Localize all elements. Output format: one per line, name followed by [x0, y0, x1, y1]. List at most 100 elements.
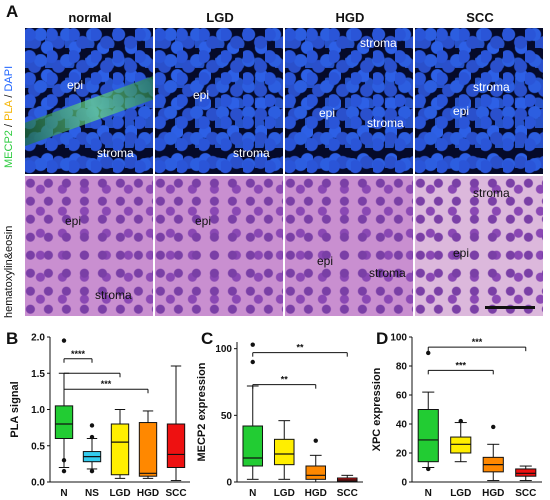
tile-label-stroma: stroma [360, 36, 397, 50]
x-tick-label-lgd: LGD [109, 488, 130, 499]
outlier-point [89, 468, 95, 474]
fluorescence-image-scc: stroma epi [415, 28, 543, 174]
y-tick-label: 100 [215, 344, 232, 355]
y-axis-label: XPC expression [371, 367, 383, 451]
box-hgd [138, 422, 158, 477]
fluorescence-image-lgd: epi stroma [155, 28, 283, 174]
y-axis-label: MECP2 expression [196, 362, 208, 461]
outlier-point [426, 350, 431, 356]
tile-label-stroma: stroma [367, 116, 404, 130]
y-tick-label: 1.0 [31, 405, 45, 416]
y-tick-label: 0.0 [31, 478, 45, 489]
y-tick-label: 20 [396, 449, 408, 460]
column-title-hgd: HGD [335, 10, 365, 25]
x-tick-label-lgd: LGD [450, 488, 471, 499]
tile-label-epi: epi [319, 106, 336, 120]
he-image-lgd: epi [155, 176, 283, 316]
x-tick-label-scc: SCC [515, 488, 536, 499]
he-image-scc: stroma epi [415, 176, 543, 316]
significance-label: ** [281, 375, 289, 385]
chart-d-xpc-expression: D XPC expression 0 20 40 60 80 100 N LGD HGD SCC ***… [371, 329, 542, 499]
tile-label-epi: epi [193, 88, 210, 102]
chart-b-pla-signal: B PLA signal 0.0 0.5 1.0 1.5 2.0 N NS LGD HGD SCC **… [6, 329, 190, 499]
significance-label: *** [472, 337, 483, 347]
panel-letter-a: A [6, 2, 19, 21]
outlier-point [250, 359, 255, 365]
outlier-point [426, 466, 431, 472]
panel-letter-c: C [201, 329, 213, 348]
box-n [242, 425, 264, 467]
tile-label-stroma: stroma [233, 146, 270, 160]
y-tick-label: 1.5 [31, 369, 45, 380]
column-title-scc: SCC [466, 10, 494, 25]
tile-label-epi: epi [453, 104, 470, 118]
outlier-point [61, 338, 67, 343]
fluorescence-image-hgd: stroma epi stroma [285, 28, 413, 174]
separator-2: / [3, 91, 15, 98]
box-lgd [273, 438, 295, 466]
box-n [417, 409, 439, 463]
x-tick-label-n: N [249, 488, 256, 499]
x-tick-label-hgd: HGD [305, 488, 327, 499]
chart-c-mecp2-expression: C MECP2 expression 0 50 100 N LGD HGD SCC ** ** [196, 329, 363, 499]
tile-label-stroma: stroma [97, 146, 134, 160]
tile-label-stroma: stroma [473, 80, 510, 94]
x-tick-label-lgd: LGD [274, 488, 295, 499]
he-image-hgd: epi stroma [285, 176, 413, 316]
significance-label: *** [455, 360, 466, 370]
y-tick-label: 40 [396, 420, 408, 431]
tile-label-epi: epi [195, 214, 212, 228]
y-tick-label: 80 [396, 362, 408, 373]
he-image-normal: epi stroma [25, 176, 153, 316]
pla-channel-label: PLA [3, 100, 15, 121]
x-tick-label-hgd: HGD [482, 488, 504, 499]
significance-label: *** [101, 379, 112, 389]
x-tick-label-hgd: HGD [137, 488, 159, 499]
outlier-point [458, 418, 463, 424]
mecp2-channel-label: MECP2 [3, 130, 15, 168]
x-tick-label-scc: SCC [337, 488, 358, 499]
tile-label-epi: epi [317, 254, 334, 268]
he-stain-label: hematoxylin&eosin [3, 225, 15, 318]
column-title-normal: normal [68, 10, 112, 25]
y-tick-label: 0 [401, 478, 407, 489]
x-tick-label-ns: NS [85, 488, 99, 499]
basal-layer-band [25, 71, 153, 147]
box-scc [166, 423, 186, 468]
outlier-point [491, 424, 496, 430]
scale-bar [485, 306, 535, 309]
y-tick-label: 2.0 [31, 333, 45, 344]
y-tick-label: 0 [226, 478, 232, 489]
tile-label-stroma: stroma [95, 288, 132, 302]
tile-label-epi: epi [65, 214, 82, 228]
box-hgd [305, 465, 327, 480]
outlier-point [61, 458, 67, 463]
tile-label-stroma: stroma [473, 186, 510, 200]
y-tick-label: 0.5 [31, 441, 45, 452]
dapi-channel-label: DAPI [3, 65, 15, 92]
box-n [54, 405, 74, 439]
panel-letter-b: B [6, 329, 18, 348]
tile-label-epi: epi [453, 246, 470, 260]
tile-label-stroma: stroma [369, 266, 406, 280]
outlier-point [313, 438, 318, 443]
x-tick-label-n: N [60, 488, 67, 499]
y-axis-label: PLA signal [9, 381, 21, 437]
panel-letter-d: D [376, 329, 388, 348]
tile-label-epi: epi [67, 78, 84, 92]
fluorescence-image-normal: epi stroma [25, 28, 153, 174]
y-tick-label: 50 [221, 411, 233, 422]
x-tick-label-scc: SCC [165, 488, 186, 499]
y-tick-label: 60 [396, 391, 408, 402]
outlier-point [61, 468, 67, 474]
box-lgd [110, 423, 130, 476]
x-tick-label-n: N [425, 488, 432, 499]
significance-label: ** [296, 343, 304, 353]
significance-label: **** [71, 349, 86, 359]
separator-1: / [3, 120, 15, 128]
column-title-lgd: LGD [206, 10, 234, 25]
outlier-point [89, 423, 95, 428]
outlier-point [250, 342, 255, 347]
box-scc [515, 468, 537, 477]
outlier-point [89, 434, 95, 440]
